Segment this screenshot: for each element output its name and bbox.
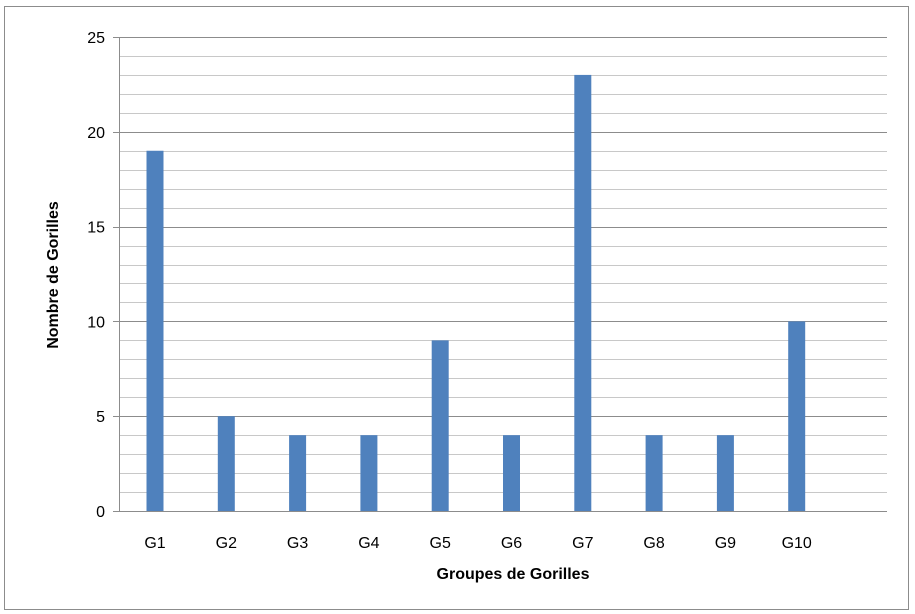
x-tick-label-g10: G10	[782, 535, 812, 552]
bar-g1	[146, 150, 164, 511]
bar-chart: 0 5 10 15 20 25 G1 G2 G3 G4 G5 G6 G7 G8 G9 G10 Groupes…	[45, 30, 887, 583]
y-tick-label: 5	[96, 409, 105, 426]
bars	[146, 74, 806, 512]
bar-g4	[360, 435, 378, 511]
bar-g6	[503, 435, 520, 511]
x-tick-label-g2: G2	[216, 535, 237, 552]
axes	[113, 37, 887, 512]
y-tick-label: 10	[87, 314, 105, 331]
bar-g9	[716, 435, 734, 511]
bar-g7	[574, 74, 592, 512]
x-tick-label-g4: G4	[358, 535, 379, 552]
x-tick-label-g1: G1	[144, 535, 165, 552]
y-tick-label: 20	[87, 125, 105, 142]
y-tick-label: 25	[87, 30, 105, 47]
x-tick-label-g9: G9	[715, 535, 736, 552]
x-tick-label-g3: G3	[287, 535, 308, 552]
x-tick-label-g7: G7	[572, 535, 593, 552]
chart-frame: 0 5 10 15 20 25 G1 G2 G3 G4 G5 G6 G7 G8 G9 G10 Groupes…	[4, 6, 909, 610]
x-tick-labels: G1 G2 G3 G4 G5 G6 G7 G8 G9 G10	[144, 535, 812, 552]
x-tick-label-g6: G6	[501, 535, 522, 552]
bar-g3	[289, 435, 307, 511]
bar-g2	[217, 416, 235, 511]
x-tick-label-g5: G5	[430, 535, 451, 552]
x-tick-label-g8: G8	[643, 535, 664, 552]
bar-g5	[431, 340, 449, 511]
bar-g10	[788, 321, 806, 511]
y-tick-label: 0	[96, 504, 105, 521]
y-tick-labels: 0 5 10 15 20 25	[87, 30, 105, 521]
bar-g8	[645, 435, 663, 511]
y-axis-title: Nombre de Gorilles	[45, 201, 62, 349]
gridlines	[119, 37, 887, 493]
y-tick-label: 15	[87, 220, 105, 237]
x-axis-title: Groupes de Gorilles	[437, 566, 590, 583]
